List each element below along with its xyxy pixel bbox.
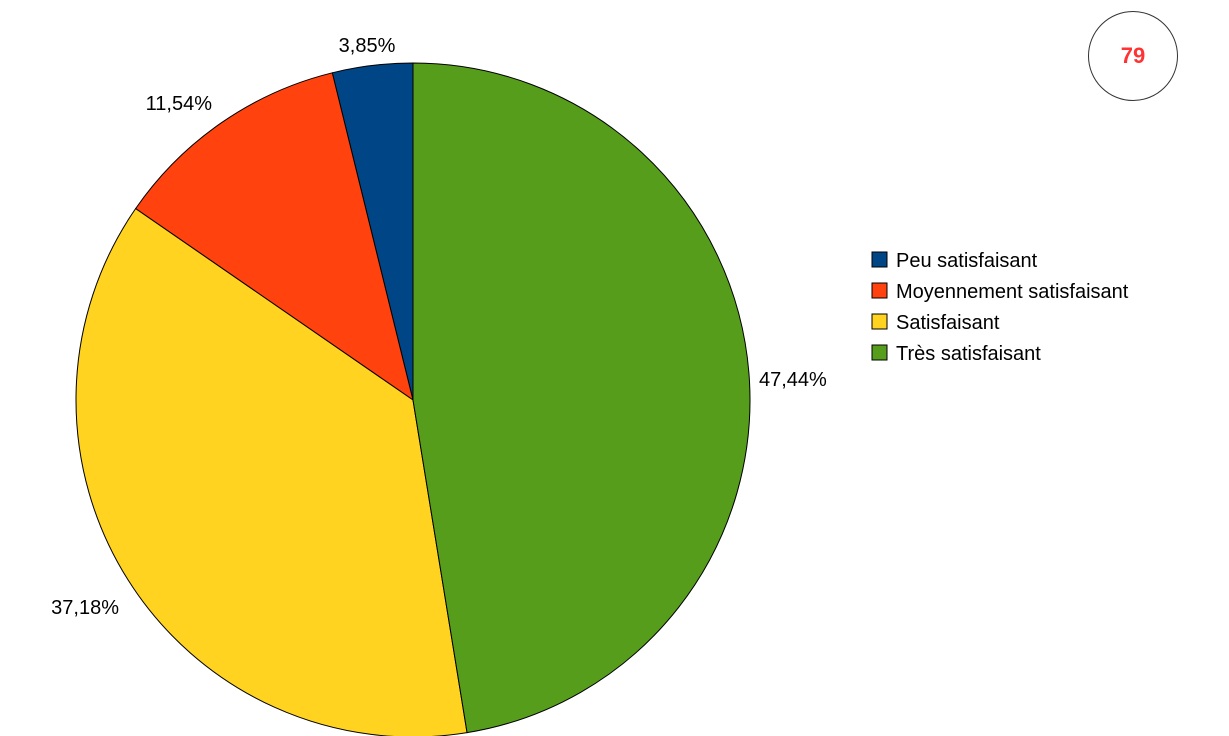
value-label-3: 37,18%	[51, 597, 119, 619]
legend-swatch-3	[871, 313, 888, 330]
legend: Peu satisfaisant Moyennement satisfaisant…	[871, 250, 1129, 365]
legend-swatch-4	[871, 344, 888, 361]
pie-value-labels: 3,85% 11,54% 37,18% 47,44%	[51, 35, 827, 619]
value-label-1: 3,85%	[339, 35, 396, 57]
legend-swatch-2	[871, 282, 888, 299]
legend-label-3: Satisfaisant	[896, 312, 1000, 334]
page-number-badge: 79	[1088, 11, 1178, 101]
legend-label-1: Peu satisfaisant	[896, 250, 1038, 272]
pie-slice-3	[75, 207, 468, 736]
legend-label-4: Très satisfaisant	[896, 343, 1041, 365]
value-label-4: 47,44%	[759, 369, 827, 391]
legend-label-2: Moyennement satisfaisant	[896, 281, 1129, 303]
pie-slice-4	[412, 62, 751, 734]
pie-slice-2	[134, 72, 414, 402]
legend-swatch-1	[871, 251, 888, 268]
pie-slices	[75, 62, 751, 736]
value-label-2: 11,54%	[146, 93, 213, 115]
